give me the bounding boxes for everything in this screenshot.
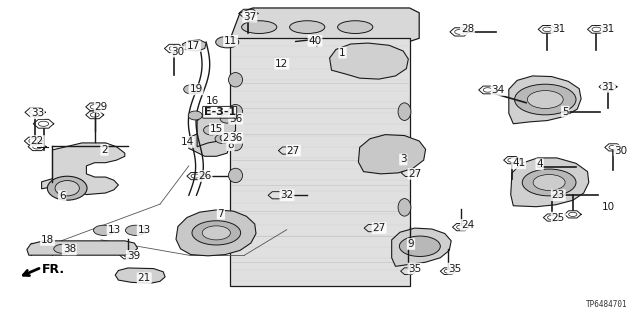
Text: 15: 15 <box>210 124 223 134</box>
Text: 41: 41 <box>512 158 525 168</box>
Polygon shape <box>197 112 236 147</box>
Text: 27: 27 <box>372 223 386 233</box>
Text: 12: 12 <box>275 59 289 69</box>
Polygon shape <box>511 158 589 207</box>
Text: 11: 11 <box>224 36 237 46</box>
Text: FR.: FR. <box>42 263 65 276</box>
Circle shape <box>216 36 239 48</box>
Text: 27: 27 <box>287 145 300 156</box>
Polygon shape <box>392 228 451 266</box>
Ellipse shape <box>242 21 277 33</box>
Ellipse shape <box>338 21 373 33</box>
Ellipse shape <box>47 176 87 200</box>
Polygon shape <box>27 241 138 255</box>
Text: 20: 20 <box>223 133 236 143</box>
Text: 18: 18 <box>41 235 54 245</box>
Polygon shape <box>176 210 256 256</box>
Ellipse shape <box>184 85 198 94</box>
Circle shape <box>515 84 576 115</box>
Text: 9: 9 <box>408 239 414 249</box>
Polygon shape <box>42 143 125 195</box>
Text: 4: 4 <box>536 159 543 169</box>
Polygon shape <box>330 43 408 79</box>
Ellipse shape <box>220 133 234 142</box>
Text: 31: 31 <box>602 24 615 34</box>
Text: 26: 26 <box>198 171 212 181</box>
Text: 36: 36 <box>229 133 243 143</box>
Text: 14: 14 <box>180 137 194 147</box>
Text: 5: 5 <box>562 107 568 117</box>
Text: 32: 32 <box>280 190 294 200</box>
Text: 36: 36 <box>229 114 243 124</box>
Text: 16: 16 <box>206 96 220 107</box>
Circle shape <box>54 244 72 253</box>
Ellipse shape <box>228 104 243 119</box>
Polygon shape <box>115 268 165 283</box>
Ellipse shape <box>228 73 243 87</box>
Ellipse shape <box>188 111 202 120</box>
Ellipse shape <box>398 198 411 216</box>
Text: 22: 22 <box>31 136 44 146</box>
Circle shape <box>527 91 563 108</box>
Text: 6: 6 <box>59 191 65 201</box>
Text: 31: 31 <box>552 24 565 34</box>
Text: 19: 19 <box>189 84 203 94</box>
Text: 38: 38 <box>63 244 76 255</box>
Text: TP6484701: TP6484701 <box>586 300 627 309</box>
Polygon shape <box>358 135 426 174</box>
Text: 37: 37 <box>243 11 257 22</box>
Text: 1: 1 <box>339 48 346 58</box>
Text: 31: 31 <box>602 82 615 92</box>
Circle shape <box>202 226 230 240</box>
Text: 13: 13 <box>138 225 151 235</box>
Text: 27: 27 <box>408 169 422 179</box>
Circle shape <box>533 174 565 190</box>
Text: 30: 30 <box>172 47 185 57</box>
Text: 8: 8 <box>227 140 234 150</box>
Ellipse shape <box>215 134 230 144</box>
Polygon shape <box>230 8 419 41</box>
Ellipse shape <box>228 168 243 182</box>
Text: 13: 13 <box>108 225 121 235</box>
Text: 30: 30 <box>614 145 628 156</box>
Text: 24: 24 <box>461 220 474 230</box>
Ellipse shape <box>188 85 202 94</box>
Circle shape <box>93 225 114 235</box>
Ellipse shape <box>55 181 79 196</box>
Polygon shape <box>182 40 206 51</box>
Text: 3: 3 <box>400 154 406 165</box>
Text: 25: 25 <box>552 212 565 223</box>
Polygon shape <box>189 129 229 156</box>
Ellipse shape <box>398 103 411 121</box>
Ellipse shape <box>228 136 243 151</box>
Text: 29: 29 <box>95 102 108 112</box>
Circle shape <box>192 221 241 245</box>
Text: 7: 7 <box>218 209 224 219</box>
Text: E-3-1: E-3-1 <box>204 107 236 117</box>
Text: 40: 40 <box>308 36 322 46</box>
Polygon shape <box>230 38 410 286</box>
Circle shape <box>399 236 440 256</box>
Ellipse shape <box>220 114 234 123</box>
Text: 23: 23 <box>552 190 565 200</box>
Circle shape <box>522 169 576 196</box>
Ellipse shape <box>204 125 219 135</box>
Text: 33: 33 <box>31 108 44 118</box>
Circle shape <box>125 225 146 235</box>
Text: 34: 34 <box>492 85 505 95</box>
Text: 2: 2 <box>101 145 108 155</box>
Text: 39: 39 <box>127 251 140 261</box>
Text: 28: 28 <box>461 24 474 34</box>
Text: 35: 35 <box>408 263 422 274</box>
Text: 21: 21 <box>138 273 151 283</box>
Text: 17: 17 <box>187 41 200 51</box>
Text: 10: 10 <box>602 202 615 212</box>
Text: 35: 35 <box>448 263 461 274</box>
Polygon shape <box>509 76 581 124</box>
Ellipse shape <box>290 21 325 33</box>
Ellipse shape <box>398 151 411 168</box>
